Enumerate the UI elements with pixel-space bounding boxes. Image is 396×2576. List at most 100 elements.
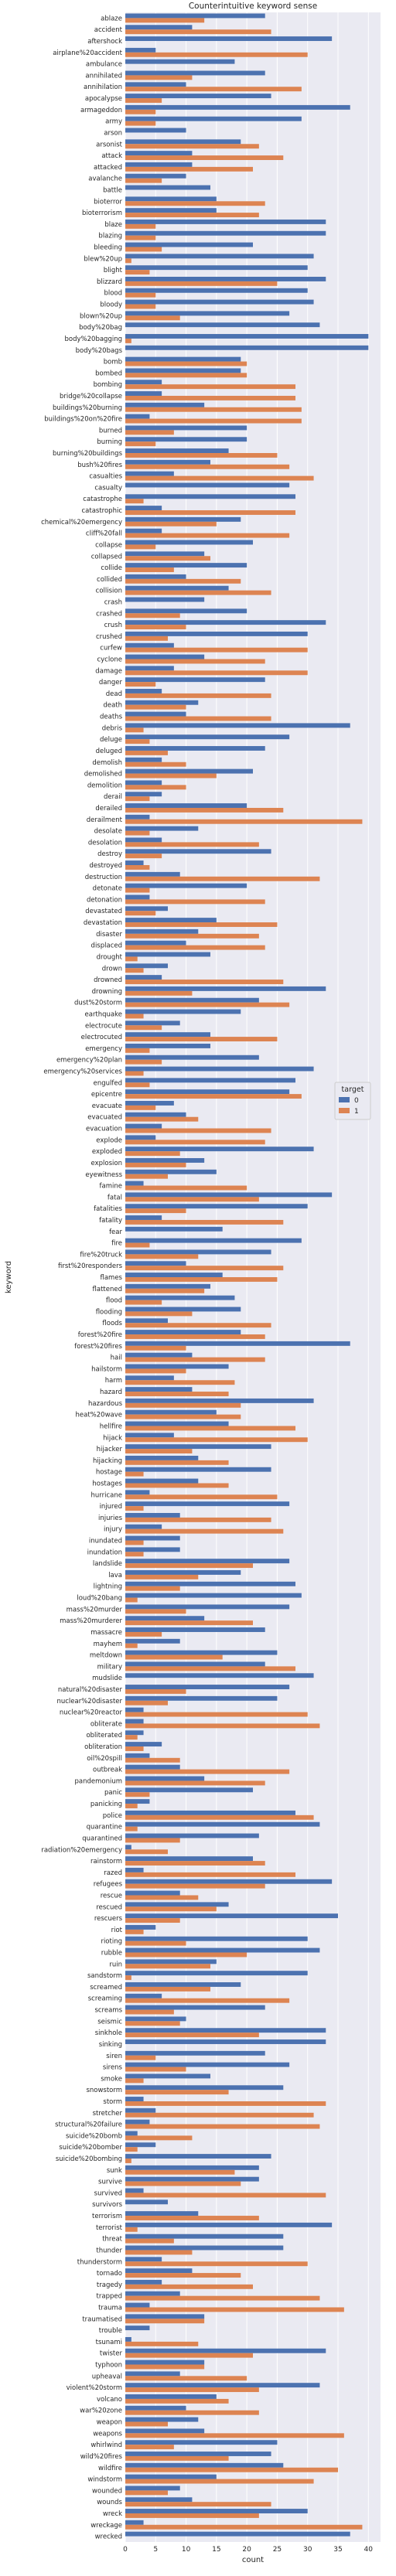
- y-tick-label: blazing: [98, 233, 122, 240]
- bar-deluge-target-0: [125, 734, 290, 740]
- y-tick-label: windstorm: [87, 2476, 122, 2484]
- bar-crashed-target-0: [125, 608, 248, 614]
- bar-blaze-target-1: [125, 223, 156, 229]
- bar-rubble-target-1: [125, 1952, 248, 1958]
- bar-war%20zone-target-1: [125, 2410, 259, 2415]
- y-tick-label: burning: [97, 438, 122, 446]
- bar-screamed-target-0: [125, 1982, 241, 1987]
- y-tick-label: destroyed: [89, 862, 122, 870]
- y-tick-label: rescued: [96, 1903, 122, 1911]
- bar-refugees-target-0: [125, 1879, 333, 1884]
- bar-pandemonium-target-1: [125, 1780, 265, 1786]
- y-tick-label: fatalities: [94, 1205, 122, 1213]
- legend-label-0: 0: [354, 1097, 359, 1105]
- bar-tornado-target-0: [125, 2268, 193, 2274]
- y-tick-label: structural%20failure: [55, 2121, 122, 2129]
- y-tick-label: earthquake: [85, 1010, 123, 1018]
- y-tick-label: hurricane: [91, 1491, 122, 1499]
- bar-casualty-target-0: [125, 482, 290, 488]
- bar-first%20responders-target-0: [125, 1261, 186, 1266]
- y-tick-label: rescue: [101, 1892, 122, 1900]
- bar-disaster-target-0: [125, 929, 199, 934]
- bar-bioterrorism-target-1: [125, 213, 259, 218]
- bar-destroy-target-1: [125, 854, 162, 859]
- y-tick-label: siren: [106, 2053, 122, 2060]
- y-tick-label: loud%20bang: [77, 1595, 122, 1603]
- bar-seismic-target-1: [125, 2021, 180, 2026]
- y-tick-label: ablaze: [101, 15, 122, 22]
- y-tick-label: cyclone: [97, 656, 122, 664]
- y-tick-label: flooding: [96, 1308, 122, 1316]
- bar-natural%20disaster-target-1: [125, 1688, 186, 1694]
- bar-trapped-target-1: [125, 2295, 320, 2301]
- bar-wild%20fires-target-1: [125, 2455, 229, 2461]
- bar-forest%20fire-target-0: [125, 1330, 241, 1335]
- bar-buildings%20burning-target-0: [125, 402, 205, 407]
- bar-burning%20buildings-target-0: [125, 448, 229, 454]
- bar-ablaze-target-1: [125, 18, 205, 23]
- y-tick-label: massacre: [90, 1629, 122, 1637]
- y-tick-label: famine: [100, 1183, 122, 1191]
- bar-sirens-target-1: [125, 2067, 186, 2072]
- bar-fatalities-target-1: [125, 1208, 186, 1214]
- y-tick-label: collapse: [95, 541, 122, 549]
- bar-police-target-1: [125, 1814, 314, 1820]
- bar-thunderstorm-target-1: [125, 2261, 308, 2267]
- bar-bioterrorism-target-0: [125, 208, 217, 213]
- bar-wreckage-target-0: [125, 2520, 144, 2525]
- y-tick-label: bloody: [100, 302, 122, 309]
- y-tick-label: wrecked: [95, 2533, 122, 2541]
- bar-rainstorm-target-1: [125, 1861, 265, 1866]
- y-tick-label: casualty: [94, 484, 122, 492]
- bar-quarantined-target-0: [125, 1833, 259, 1838]
- y-tick-label: evacuate: [92, 1102, 122, 1110]
- y-tick-label: army: [105, 118, 122, 126]
- bar-structural%20failure-target-0: [125, 2119, 150, 2125]
- y-tick-label: survived: [94, 2189, 122, 2197]
- bar-collapsed-target-1: [125, 556, 210, 561]
- y-tick-label: terrorism: [92, 2213, 122, 2220]
- y-tick-label: trapped: [97, 2293, 122, 2301]
- bar-tornado-target-1: [125, 2273, 241, 2278]
- bar-sinkhole-target-1: [125, 2033, 259, 2038]
- y-tick-label: rescuers: [94, 1915, 123, 1923]
- y-tick-label: deaths: [100, 714, 123, 721]
- y-tick-label: collided: [97, 576, 122, 584]
- bar-explosion-target-1: [125, 1162, 186, 1167]
- y-tick-label: suicide%20bomb: [66, 2132, 122, 2140]
- bar-survive-target-0: [125, 2176, 259, 2182]
- y-tick-label: devastated: [85, 908, 122, 915]
- bar-outbreak-target-0: [125, 1764, 180, 1770]
- y-tick-label: derailment: [87, 816, 123, 824]
- bar-smoke-target-1: [125, 2078, 144, 2084]
- bar-suicide%20bomber-target-0: [125, 2142, 156, 2148]
- y-tick-label: sinking: [99, 2041, 122, 2049]
- y-tick-label: cliff%20fall: [86, 530, 122, 538]
- bar-rubble-target-0: [125, 1947, 320, 1953]
- y-tick-label: sinkhole: [95, 2029, 122, 2037]
- bar-detonation-target-1: [125, 899, 265, 905]
- bar-wounds-target-0: [125, 2497, 193, 2503]
- bar-displaced-target-0: [125, 940, 186, 946]
- bar-forest%20fires-target-1: [125, 1345, 186, 1351]
- y-tick-label: tsunami: [96, 2339, 122, 2346]
- x-tick-label: 40: [364, 2546, 374, 2554]
- bar-wreck-target-0: [125, 2509, 308, 2513]
- x-tick-label: 25: [273, 2546, 282, 2554]
- y-tick-label: weapon: [97, 2419, 122, 2427]
- y-tick-label: pandemonium: [74, 1777, 122, 1785]
- bar-ruin-target-0: [125, 1959, 217, 1964]
- y-tick-label: body%20bags: [76, 347, 123, 355]
- bar-survived-target-0: [125, 2188, 144, 2193]
- y-tick-label: seismic: [97, 2018, 122, 2026]
- bar-displaced-target-1: [125, 945, 265, 950]
- y-tick-label: blew%20up: [84, 255, 122, 263]
- y-tick-label: upheaval: [92, 2373, 122, 2380]
- y-tick-label: derail: [104, 793, 122, 801]
- bar-loud%20bang-target-1: [125, 1597, 138, 1603]
- y-tick-label: devastation: [84, 919, 122, 927]
- bar-bombed-target-1: [125, 373, 248, 378]
- bar-drowned-target-0: [125, 975, 162, 980]
- y-tick-label: bomb: [104, 359, 122, 366]
- bar-rainstorm-target-0: [125, 1856, 253, 1862]
